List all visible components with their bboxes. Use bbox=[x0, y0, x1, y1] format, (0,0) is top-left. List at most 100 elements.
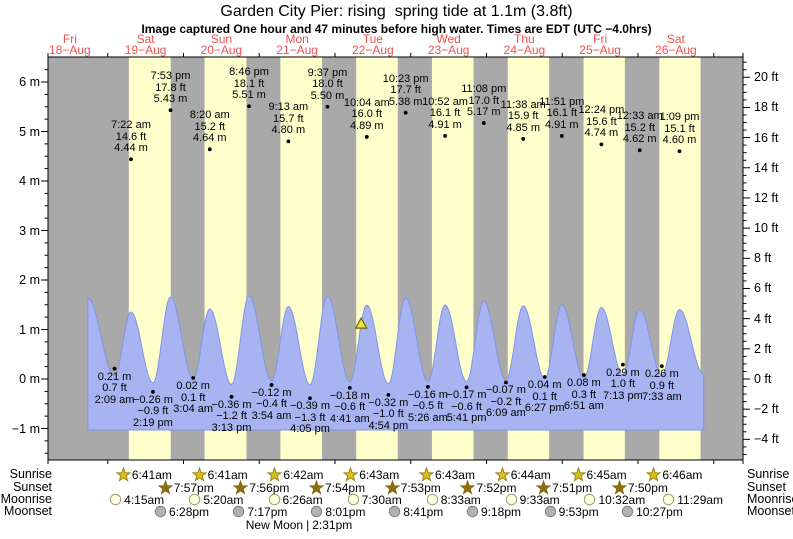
sunset-row-label-left: Sunset bbox=[13, 480, 52, 494]
moonrise-time: 6:26am bbox=[282, 492, 323, 507]
tide-height-m: 0.02 m bbox=[176, 380, 210, 392]
day-name: Fri bbox=[593, 32, 608, 46]
tide-extreme-dot bbox=[325, 104, 330, 109]
tide-height-m: −0.36 m bbox=[211, 398, 252, 411]
moonset-event: 8:41pm bbox=[387, 504, 443, 519]
feet-tick-label: 16 ft bbox=[754, 130, 779, 145]
moonrise-icon bbox=[505, 493, 517, 506]
tide-time: 12:33 am bbox=[616, 110, 663, 123]
sunset-event: 7:52pm bbox=[460, 480, 516, 495]
tide-height-m: −0.12 m bbox=[251, 386, 292, 399]
tide-height-ft: 1.0 ft bbox=[610, 378, 636, 391]
moonset-row-label-right: Moonset bbox=[747, 504, 793, 518]
tide-time: 3:04 am bbox=[173, 403, 214, 415]
tide-extreme-dot bbox=[637, 148, 642, 153]
tide-extreme-dot bbox=[151, 389, 155, 394]
high-tide-annotation: 12:33 am 15.2 ft 4.62 m bbox=[617, 111, 663, 146]
sunrise-star-icon bbox=[418, 467, 434, 482]
high-tide-annotation: 10:23 pm 17.7 ft 5.38 m bbox=[383, 73, 429, 109]
tide-height-ft: −0.4 ft bbox=[256, 398, 287, 411]
high-tide-annotation: 9:13 am 15.7 ft 4.80 m bbox=[268, 102, 308, 137]
meter-tick-label: 5 m bbox=[19, 124, 40, 139]
sunset-event: 7:53pm bbox=[384, 480, 441, 495]
low-tide-annotation: 0.26 m 0.9 ft 7:33 am bbox=[642, 369, 682, 404]
low-tide-annotation: −0.26 m −0.9 ft 2:19 pm bbox=[132, 393, 173, 430]
tide-height-ft: 16.0 ft bbox=[351, 108, 383, 121]
day-label: Tue 22−Aug bbox=[352, 33, 394, 56]
moonrise-event: 4:15am bbox=[108, 492, 164, 507]
sunrise-time: 6:45am bbox=[586, 467, 627, 482]
tide-height-ft: −0.2 ft bbox=[490, 395, 522, 408]
tide-height-m: 4.85 m bbox=[506, 121, 541, 134]
moonrise-time: 8:33am bbox=[440, 492, 481, 507]
sunset-star-icon bbox=[233, 480, 249, 495]
tide-extreme-dot bbox=[403, 110, 408, 115]
low-tide-annotation: −0.39 m −1.3 ft 4:05 pm bbox=[290, 401, 330, 436]
moonrise-event: 10:32am bbox=[582, 492, 645, 507]
tide-extreme-dot bbox=[347, 386, 352, 390]
moonrise-time: 9:33am bbox=[519, 492, 560, 507]
sunrise-star-icon bbox=[191, 467, 207, 482]
sunrise-row-label-left: Sunrise bbox=[9, 467, 52, 481]
moonrise-event: 5:20am bbox=[187, 492, 243, 507]
moonrise-time: 7:30am bbox=[361, 492, 402, 507]
day-name: Wed bbox=[436, 32, 461, 46]
moonrise-event: 9:33am bbox=[504, 492, 560, 507]
day-name: Fri bbox=[62, 32, 77, 46]
tide-extreme-dot bbox=[168, 108, 173, 113]
tide-height-m: 0.04 m bbox=[527, 379, 562, 392]
tide-height-m: 5.51 m bbox=[232, 89, 266, 102]
tide-height-ft: 18.0 ft bbox=[312, 78, 343, 91]
sunrise-time: 6:42am bbox=[283, 467, 324, 482]
tide-extreme-dot bbox=[229, 394, 234, 399]
tide-height-ft: −1.0 ft bbox=[372, 408, 404, 421]
tide-extreme-dot bbox=[599, 142, 604, 147]
tide-time: 12:24 pm bbox=[578, 104, 625, 117]
tide-height-ft: 15.7 ft bbox=[273, 112, 304, 125]
capture-note: Image captured One hour and 47 minutes b… bbox=[141, 22, 652, 36]
tide-height-m: −0.18 m bbox=[329, 389, 370, 402]
tide-height-m: 4.64 m bbox=[192, 132, 227, 145]
day-date: 21−Aug bbox=[276, 43, 318, 57]
tide-height-m: 4.62 m bbox=[622, 133, 657, 146]
day-name: Mon bbox=[285, 32, 309, 46]
moonset-event: 10:27pm bbox=[620, 504, 683, 519]
moonrise-time: 5:20am bbox=[203, 492, 244, 507]
tide-height-m: 5.43 m bbox=[153, 93, 188, 106]
moonrise-icon bbox=[584, 493, 596, 506]
tide-height-ft: 0.3 ft bbox=[571, 388, 597, 401]
meter-tick-label: 2 m bbox=[19, 273, 40, 287]
moonset-time: 7:17pm bbox=[247, 504, 288, 519]
sunset-time: 7:50pm bbox=[627, 480, 668, 495]
feet-tick-label: 4 ft bbox=[754, 311, 772, 326]
day-date: 26−Aug bbox=[655, 43, 697, 57]
sunrise-star-icon bbox=[646, 467, 662, 482]
sunset-row-label-right: Sunset bbox=[747, 480, 786, 494]
tide-height-m: −0.26 m bbox=[132, 393, 173, 406]
low-tide-annotation: 0.21 m 0.7 ft 2:09 am bbox=[95, 371, 135, 407]
tide-time: 6:51 am bbox=[563, 400, 604, 413]
moonset-row-label-left: Moonset bbox=[4, 504, 52, 518]
tide-height-ft: 0.9 ft bbox=[649, 379, 675, 392]
moonrise-icon bbox=[189, 493, 201, 506]
day-date: 25−Aug bbox=[579, 43, 621, 57]
feet-tick-label: 10 ft bbox=[754, 221, 779, 236]
feet-tick-label: 8 ft bbox=[754, 251, 772, 266]
sunrise-event: 6:43am bbox=[418, 467, 475, 482]
tide-height-ft: −0.6 ft bbox=[451, 400, 482, 413]
tide-time: 11:38 am bbox=[500, 98, 546, 111]
tide-height-m: −0.32 m bbox=[368, 396, 409, 409]
sunrise-star-icon bbox=[494, 467, 510, 482]
high-tide-annotation: 9:37 pm 18.0 ft 5.50 m bbox=[308, 67, 348, 103]
high-tide-annotation: 10:04 am 16.0 ft 4.89 m bbox=[343, 96, 390, 133]
day-name: Sat bbox=[666, 32, 685, 46]
moonrise-row-label-left: Moonrise bbox=[0, 492, 52, 506]
moonrise-time: 10:32am bbox=[598, 492, 646, 507]
tide-height-ft: 0.1 ft bbox=[532, 390, 557, 403]
sunrise-event: 6:45am bbox=[570, 467, 627, 482]
tide-time: 7:53 pm bbox=[150, 70, 191, 83]
sunrise-time: 6:41am bbox=[207, 467, 248, 482]
tide-extreme-dot bbox=[364, 135, 369, 139]
tide-height-m: 5.50 m bbox=[310, 89, 345, 102]
tide-time: 10:04 am bbox=[343, 96, 390, 109]
